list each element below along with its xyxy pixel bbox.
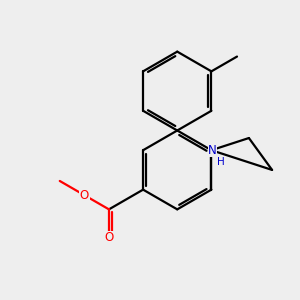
Text: H: H	[217, 157, 225, 167]
Text: N: N	[208, 144, 217, 157]
Text: O: O	[80, 189, 89, 202]
Text: O: O	[104, 231, 114, 244]
